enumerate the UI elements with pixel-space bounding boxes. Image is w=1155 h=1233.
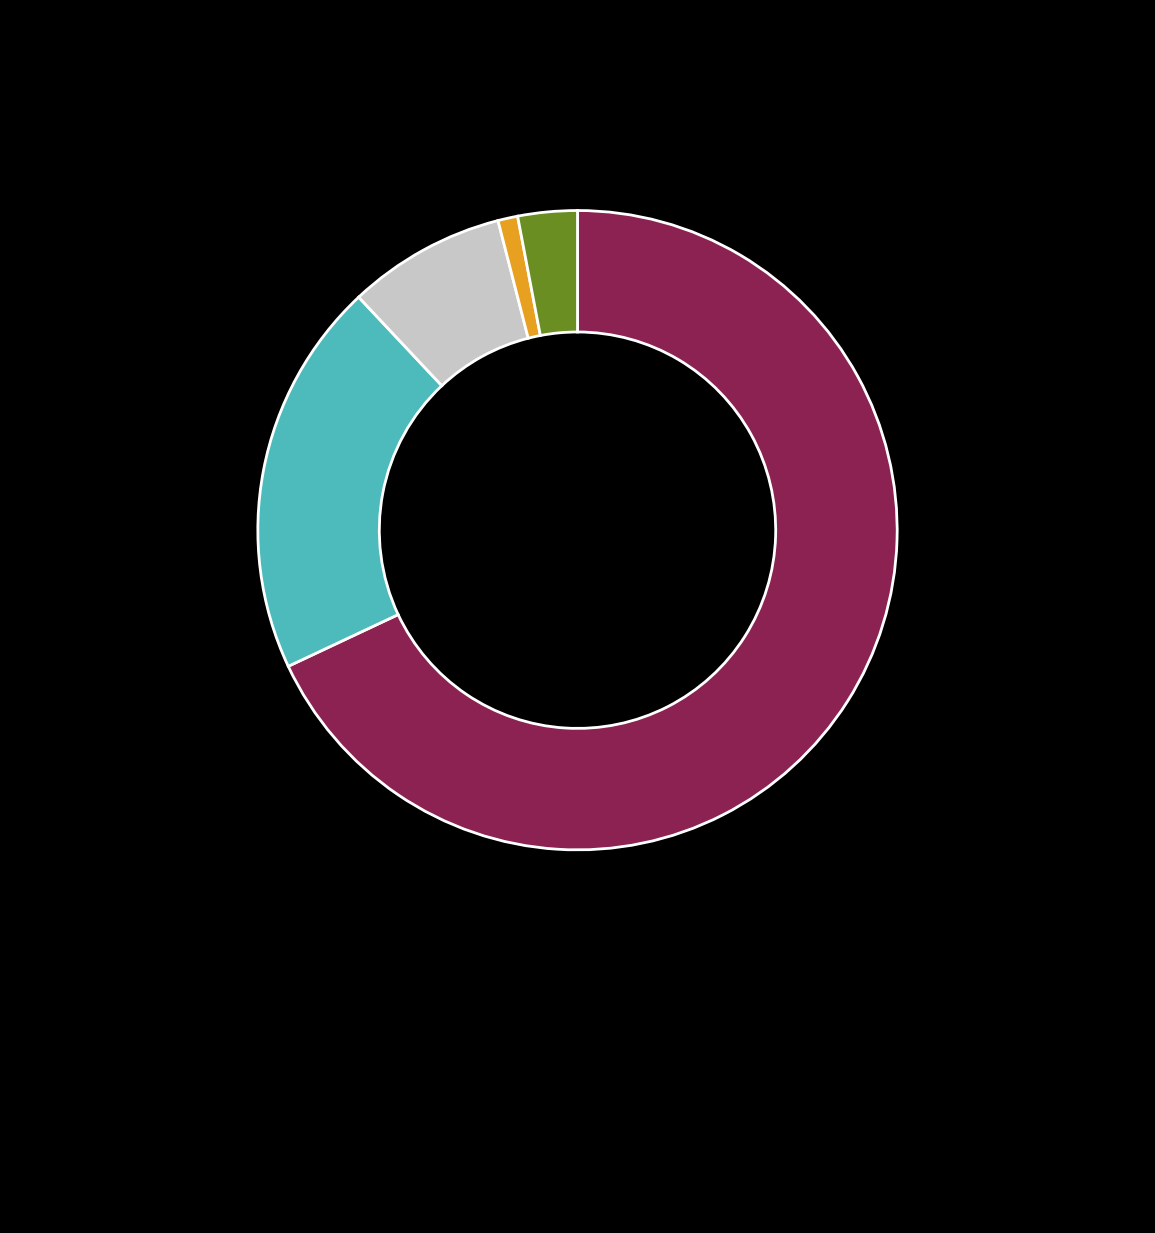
Wedge shape	[258, 297, 442, 666]
Wedge shape	[359, 221, 528, 386]
Wedge shape	[498, 216, 541, 338]
Wedge shape	[289, 211, 897, 850]
Wedge shape	[517, 211, 578, 335]
